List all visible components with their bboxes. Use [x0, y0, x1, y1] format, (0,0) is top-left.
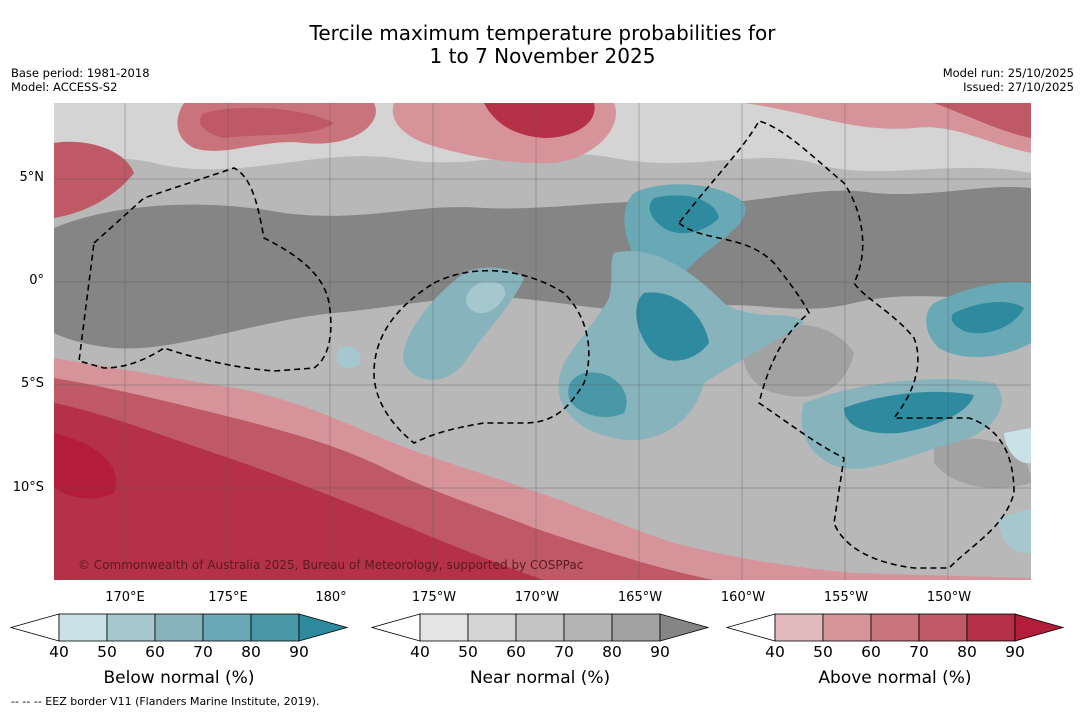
- tick: 50: [813, 643, 833, 661]
- north-warm-patch-1b: [200, 107, 334, 138]
- tick: 70: [193, 643, 213, 661]
- colorbar-above: [726, 613, 1065, 642]
- map-title-line1: Tercile maximum temperature probabilitie…: [309, 21, 776, 45]
- north-warm-patch-3: [744, 103, 1031, 153]
- colorbar-extend-max: [298, 613, 349, 642]
- lat-label-5s: 5°S: [20, 376, 44, 391]
- lat-label-10s: 10°S: [12, 480, 44, 495]
- lat-label-0: 0°: [29, 273, 44, 288]
- colorbar-segment: [419, 613, 469, 642]
- colorbar-segment: [774, 613, 824, 642]
- eez-border-1: [78, 167, 332, 372]
- colorbar-segment: [611, 613, 661, 642]
- cool-edge-east: [1004, 428, 1031, 464]
- colorbar-extend-min: [10, 613, 60, 642]
- cool-core-central: [636, 292, 709, 361]
- cool-light-west: [466, 281, 506, 314]
- lon-label-160w: 160°W: [720, 590, 766, 605]
- colorbar-extend-min: [726, 613, 776, 642]
- colorbar-segment: [822, 613, 872, 642]
- tick: 60: [506, 643, 526, 661]
- tick: 70: [909, 643, 929, 661]
- tercile-map: © Commonwealth of Australia 2025, Bureau…: [54, 103, 1031, 580]
- near-normal-label: Near normal (%): [469, 668, 611, 688]
- colorbar-extend-min: [371, 613, 421, 642]
- tick: 50: [97, 643, 117, 661]
- tick: 40: [410, 643, 430, 661]
- tick: 90: [1005, 643, 1025, 661]
- west-warm-patch: [54, 141, 134, 218]
- colorbar-segment: [106, 613, 156, 642]
- colorbar-extend-max: [1014, 613, 1065, 642]
- issued-date: Issued: 27/10/2025: [963, 80, 1074, 94]
- lon-label-180: 180°: [315, 590, 347, 605]
- lon-label-155w: 155°W: [823, 590, 869, 605]
- colorbar-segment: [154, 613, 204, 642]
- cool-core-north: [649, 195, 719, 234]
- model-run: Model run: 25/10/2025: [942, 66, 1074, 80]
- colorbar-segment: [515, 613, 565, 642]
- colorbar-segment: [467, 613, 517, 642]
- tick: 90: [650, 643, 670, 661]
- lon-label-170e: 170°E: [105, 590, 145, 605]
- tick: 40: [765, 643, 785, 661]
- cool-core-southeast: [844, 391, 974, 434]
- colorbar-near-segments: [371, 613, 710, 642]
- tick: 80: [957, 643, 977, 661]
- model-name: Model: ACCESS-S2: [11, 80, 118, 94]
- colorbar-segment: [58, 613, 108, 642]
- colorbar-below-segments: [10, 613, 349, 642]
- colorbar-segment: [918, 613, 968, 642]
- lon-label-175e: 175°E: [208, 590, 248, 605]
- colorbar-near: [371, 613, 710, 642]
- colorbar-above-segments: [726, 613, 1065, 642]
- equatorial-dark-band: [54, 186, 1031, 349]
- base-period: Base period: 1981-2018: [11, 66, 150, 80]
- eez-footnote: -- -- -- EEZ border V11 (Flanders Marine…: [11, 695, 320, 708]
- cool-core-east: [951, 301, 1024, 334]
- map-title-line2: 1 to 7 November 2025: [429, 44, 656, 68]
- lat-label-5n: 5°N: [19, 170, 45, 185]
- south-warm-max: [54, 433, 116, 499]
- lon-label-170w: 170°W: [514, 590, 560, 605]
- colorbar-below: [10, 613, 349, 642]
- lon-label-165w: 165°W: [617, 590, 663, 605]
- eez-borders: [78, 120, 1015, 569]
- tick: 50: [458, 643, 478, 661]
- tick: 80: [602, 643, 622, 661]
- north-warm-patch-3b: [934, 103, 1031, 138]
- tick: 90: [289, 643, 309, 661]
- colorbar-segment: [202, 613, 252, 642]
- colorbar-extend-max: [659, 613, 710, 642]
- tick: 60: [861, 643, 881, 661]
- tick: 40: [49, 643, 69, 661]
- colorbar-segment: [966, 613, 1016, 642]
- north-warm-patch-2b: [484, 103, 595, 138]
- copyright-text: © Commonwealth of Australia 2025, Bureau…: [78, 558, 584, 572]
- above-normal-label: Above normal (%): [818, 668, 972, 688]
- colorbar-segment: [250, 613, 300, 642]
- tick: 60: [145, 643, 165, 661]
- tick: 70: [554, 643, 574, 661]
- lon-label-175w: 175°W: [411, 590, 457, 605]
- cool-patch-far-southeast: [999, 508, 1031, 554]
- tick: 80: [241, 643, 261, 661]
- colorbar-segment: [563, 613, 613, 642]
- cool-small-patch: [336, 346, 361, 369]
- lon-label-150w: 150°W: [926, 590, 972, 605]
- colorbar-segment: [870, 613, 920, 642]
- below-normal-label: Below normal (%): [103, 668, 255, 688]
- south-warm-core: [54, 403, 544, 580]
- eez-border-3: [677, 120, 1015, 569]
- eez-border-2: [373, 269, 590, 444]
- map-canvas: [54, 103, 1031, 580]
